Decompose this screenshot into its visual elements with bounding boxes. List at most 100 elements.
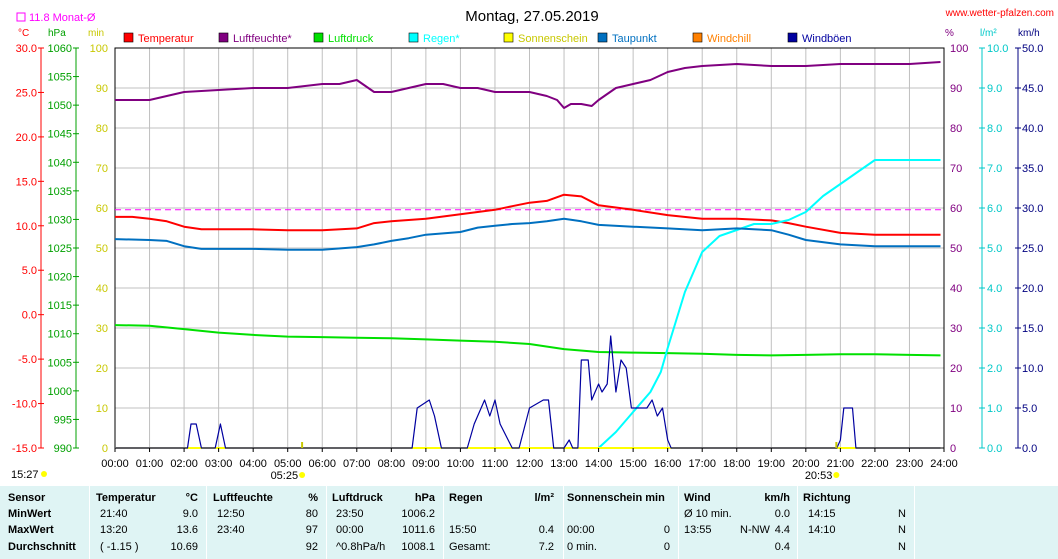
legend-swatch <box>313 32 324 43</box>
temp-tick-label: 25.0 <box>16 87 37 99</box>
legend-swatch <box>787 32 798 43</box>
sunrise-label: 05:25 <box>271 470 299 482</box>
wind-tick-label: 30.0 <box>1022 203 1043 215</box>
humidity-tick-label: 20 <box>950 363 962 375</box>
temp-tick-label: 15.0 <box>16 176 37 188</box>
series-line-windben <box>115 335 941 449</box>
rain-tick-label: 6.0 <box>987 203 1002 215</box>
x-tick-label: 10:00 <box>447 458 475 470</box>
series-lines <box>114 61 941 449</box>
stats-cell-dir-t: 14:15 <box>808 508 836 520</box>
stats-cell-sun-v: 0 <box>663 541 670 553</box>
temp-axis-unit: °C <box>18 28 29 39</box>
stats-cell-dir-v: N <box>898 524 906 536</box>
stats-cell-press-t: ^0.8hPa/h <box>336 541 386 553</box>
stats-cell-press-v: 1008.1 <box>401 541 435 553</box>
stats-cell-press-v: 1006.2 <box>401 508 435 520</box>
humidity-tick-label: 30 <box>950 323 962 335</box>
stats-header-wind-unit: km/h <box>764 492 790 504</box>
sunset-label: 20:53 <box>805 470 833 482</box>
rain-tick-label: 7.0 <box>987 163 1002 175</box>
stats-cell-wind-v: 0.0 <box>774 508 790 520</box>
temp-tick-label: 0.0 <box>22 310 37 322</box>
sunrise-sun-icon <box>299 472 306 478</box>
x-tick-label: 12:00 <box>516 458 544 470</box>
humidity-tick-label: 10 <box>950 403 962 415</box>
wind-tick-label: 40.0 <box>1022 123 1043 135</box>
x-tick-label: 02:00 <box>170 458 198 470</box>
stats-cell-sun-v: 0 <box>663 524 670 536</box>
sun-tick-label: 0 <box>102 443 108 455</box>
legend-entry: Luftfeuchte* <box>233 33 292 45</box>
stats-cell-dir-t: 14:10 <box>808 524 836 536</box>
stats-cell-hum-v: 92 <box>305 541 318 553</box>
rain-axis-unit: l/m² <box>980 28 997 39</box>
x-tick-label: 13:00 <box>550 458 578 470</box>
rain-tick-label: 0.0 <box>987 443 1002 455</box>
pressure-tick-label: 1025 <box>48 243 72 255</box>
stats-cell-press-t: 23:50 <box>336 508 364 520</box>
stats-header-temp-unit: °C <box>185 492 198 504</box>
pressure-tick-label: 990 <box>54 443 72 455</box>
temp-tick-label: 5.0 <box>22 265 37 277</box>
legend-entry: Windchill <box>707 33 751 45</box>
site-url: www.wetter-pfalzen.com <box>945 8 1054 19</box>
wind-tick-label: 35.0 <box>1022 163 1043 175</box>
sun-tick-label: 70 <box>96 163 108 175</box>
wind-tick-label: 10.0 <box>1022 363 1043 375</box>
stats-cell-temp-v: 9.0 <box>182 508 198 520</box>
sun-tick-label: 100 <box>90 43 108 55</box>
stats-header-sensor: Sensor <box>8 492 46 504</box>
stats-cell-wind-d: N-NW <box>740 524 770 536</box>
stats-header-temp: Temperatur <box>96 492 156 504</box>
legend-entry: Taupunkt <box>612 33 657 45</box>
chart-title: Montag, 27.05.2019 <box>465 8 598 25</box>
sun-tick-label: 20 <box>96 363 108 375</box>
stats-cell-rain-v: 7.2 <box>538 541 554 553</box>
stats-header-press-unit: hPa <box>414 492 435 504</box>
pressure-tick-label: 1055 <box>48 72 72 84</box>
legend-swatch <box>218 32 229 43</box>
temp-tick-label: -5.0 <box>18 354 37 366</box>
stats-header-rain-unit: l/m² <box>534 492 554 504</box>
pressure-tick-label: 1010 <box>48 329 72 341</box>
rain-tick-label: 3.0 <box>987 323 1002 335</box>
x-tick-label: 23:00 <box>896 458 924 470</box>
stats-header-press: Luftdruck <box>332 492 383 504</box>
x-tick-label: 21:00 <box>827 458 855 470</box>
pressure-tick-label: 1045 <box>48 129 72 141</box>
humidity-tick-label: 100 <box>950 43 968 55</box>
stats-cell-temp-t: ( -1.15 ) <box>100 541 139 553</box>
legend-swatch <box>692 32 703 43</box>
x-tick-label: 19:00 <box>758 458 786 470</box>
stats-cell-wind-t: 13:55 <box>684 524 712 536</box>
pressure-tick-label: 1035 <box>48 186 72 198</box>
rain-tick-label: 10.0 <box>987 43 1008 55</box>
x-tick-label: 04:00 <box>239 458 267 470</box>
sun-tick-label: 50 <box>96 243 108 255</box>
stats-cell-temp-t: 13:20 <box>100 524 128 536</box>
legend-entry: Sonnenschein <box>518 33 588 45</box>
x-tick-label: 05:00 <box>274 458 302 470</box>
legend: Temperatur Luftfeuchte* Luftdruck Regen* Son… <box>123 32 852 45</box>
humidity-tick-label: 0 <box>950 443 956 455</box>
stats-cell-sun-t: 0 min. <box>567 541 597 553</box>
stats-cell-hum-v: 80 <box>305 508 318 520</box>
temp-tick-label: -15.0 <box>12 443 37 455</box>
sun-tick-label: 10 <box>96 403 108 415</box>
stats-cell-rain-t: 15:50 <box>449 524 477 536</box>
statistics-table: Sensor Temperatur °C Luftfeuchte % Luftd… <box>0 486 1058 559</box>
rain-tick-label: 1.0 <box>987 403 1002 415</box>
pressure-tick-label: 1000 <box>48 386 72 398</box>
legend-entry: Temperatur <box>138 33 194 45</box>
x-tick-label: 09:00 <box>412 458 440 470</box>
stats-cell-rain-t: Gesamt: <box>449 541 491 553</box>
stats-cell-press-v: 1011.6 <box>402 524 435 536</box>
sun-axis-unit: min <box>88 28 104 39</box>
humidity-tick-label: 50 <box>950 243 962 255</box>
stats-cell-wind-v: 4.4 <box>774 524 790 536</box>
wind-tick-label: 50.0 <box>1022 43 1043 55</box>
wind-axis-unit: km/h <box>1018 28 1040 39</box>
legend-swatch <box>408 32 419 43</box>
humidity-tick-label: 80 <box>950 123 962 135</box>
